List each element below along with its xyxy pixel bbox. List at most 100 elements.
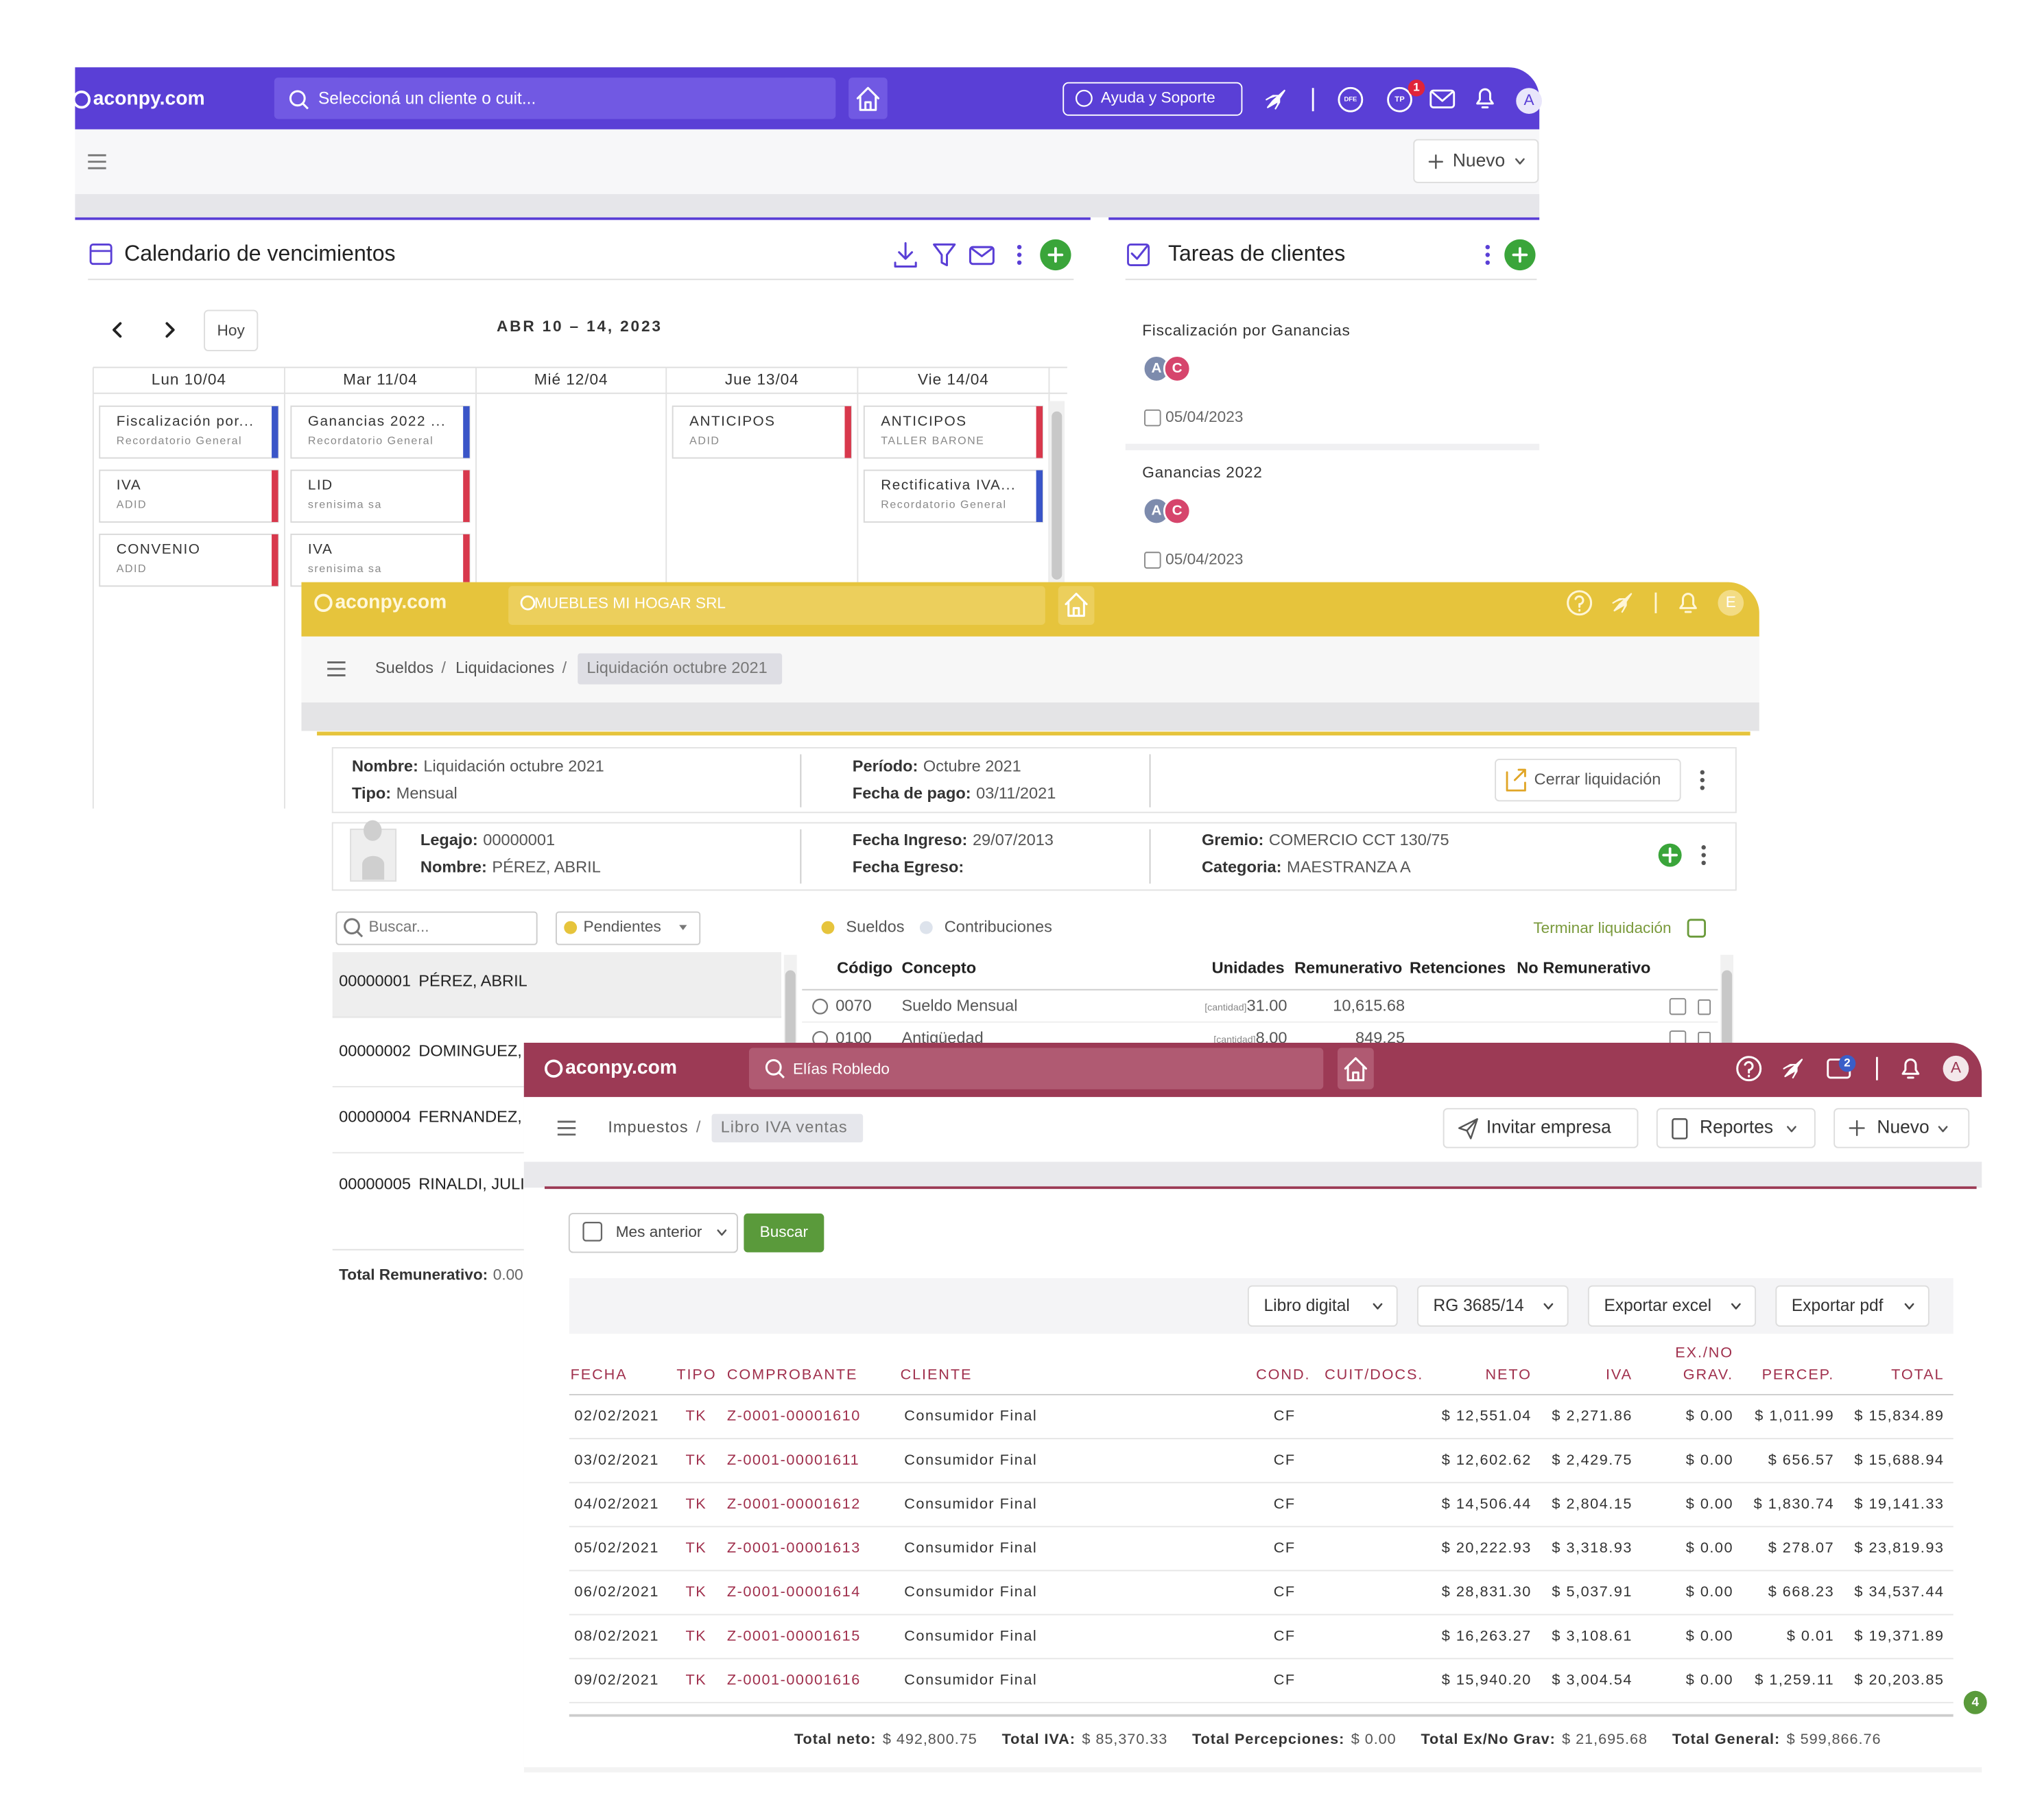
employee-name[interactable]: RINALDI, JULI — [418, 1175, 525, 1193]
event-card[interactable] — [290, 405, 471, 459]
total-label: Total IVA: — [1002, 1730, 1076, 1747]
tool-label[interactable]: Exportar pdf — [1792, 1297, 1884, 1315]
tool-button[interactable] — [1775, 1285, 1930, 1327]
filter-icon[interactable] — [933, 243, 956, 267]
event-card[interactable] — [863, 405, 1043, 459]
close-label[interactable]: Cerrar liquidación — [1534, 770, 1661, 788]
table-cell[interactable]: Z-0001-00001611 — [727, 1451, 859, 1468]
employee-name[interactable]: PÉREZ, ABRIL — [418, 972, 527, 990]
table-cell[interactable]: Z-0001-00001610 — [727, 1407, 861, 1424]
search-box[interactable] — [274, 78, 836, 119]
today-button[interactable] — [204, 309, 259, 352]
help-button[interactable] — [1063, 82, 1243, 116]
selected-row — [332, 952, 782, 1019]
action-label[interactable]: Nuevo — [1877, 1116, 1929, 1137]
client-box[interactable] — [508, 586, 1045, 625]
home-button[interactable] — [1058, 586, 1095, 625]
table-cell[interactable]: Z-0001-00001616 — [727, 1670, 861, 1688]
avatar[interactable] — [1943, 1055, 1969, 1082]
tool-label[interactable]: RG 3685/14 — [1434, 1297, 1524, 1315]
period-select[interactable] — [568, 1212, 738, 1253]
event-card[interactable] — [99, 405, 279, 459]
filter-select[interactable] — [556, 911, 701, 945]
edit-icon[interactable] — [1669, 997, 1687, 1015]
calendar-icon — [582, 1221, 603, 1242]
event-card[interactable] — [99, 469, 279, 523]
field-value: 0.00 — [493, 1266, 523, 1283]
more-icon — [1700, 777, 1705, 783]
action-button[interactable] — [1656, 1108, 1816, 1148]
rocket-icon[interactable] — [1612, 593, 1633, 613]
breadcrumb-item[interactable]: Impuestos — [608, 1118, 688, 1136]
breadcrumb-item[interactable]: Sueldos — [375, 659, 434, 676]
tp-icon[interactable] — [1387, 86, 1412, 113]
close-button[interactable] — [1495, 759, 1681, 802]
dfe-icon[interactable] — [1338, 86, 1364, 113]
search-button[interactable] — [744, 1213, 824, 1253]
home-button[interactable] — [848, 78, 888, 119]
mail-icon[interactable] — [969, 246, 995, 265]
home-button[interactable] — [1338, 1048, 1374, 1089]
finish-label[interactable]: Terminar liquidación — [1533, 919, 1671, 936]
filter-label[interactable]: Pendientes — [584, 918, 661, 935]
employee-name[interactable]: FERNANDEZ, — [418, 1108, 522, 1126]
help-icon[interactable] — [1567, 590, 1593, 616]
table-cell[interactable]: Z-0001-00001614 — [727, 1583, 861, 1600]
bell-icon[interactable] — [1901, 1059, 1920, 1079]
today-label[interactable]: Hoy — [217, 322, 246, 339]
avatar[interactable] — [1516, 88, 1542, 114]
table-cell[interactable]: Z-0001-00001615 — [727, 1627, 861, 1644]
action-button[interactable] — [1443, 1108, 1639, 1148]
employee-id[interactable]: 00000004 — [339, 1108, 411, 1126]
rocket-icon[interactable] — [1266, 89, 1285, 110]
finish-checkbox[interactable] — [1687, 919, 1706, 938]
bell-icon[interactable] — [1679, 593, 1697, 613]
employee-id[interactable]: 00000002 — [339, 1041, 411, 1059]
action-button[interactable] — [1833, 1108, 1970, 1148]
legend-dot — [919, 921, 933, 934]
event-subtitle: ADID — [689, 434, 720, 447]
search-box[interactable] — [335, 911, 538, 945]
help-label[interactable]: Ayuda y Soporte — [1101, 88, 1215, 106]
mail-icon[interactable] — [1429, 89, 1456, 108]
download-icon[interactable] — [894, 242, 917, 268]
table-cell[interactable]: Z-0001-00001613 — [727, 1539, 861, 1556]
employee-id[interactable]: 00000005 — [339, 1175, 411, 1193]
help-icon[interactable] — [1736, 1056, 1762, 1082]
next-button[interactable] — [165, 322, 175, 338]
event-card[interactable] — [863, 469, 1043, 523]
avatar[interactable] — [1718, 589, 1744, 616]
event-card[interactable] — [672, 405, 852, 459]
delete-icon[interactable] — [1698, 999, 1711, 1015]
tool-label[interactable]: Exportar excel — [1604, 1297, 1711, 1315]
employee-id[interactable]: 00000001 — [339, 972, 411, 990]
tool-button[interactable] — [1247, 1285, 1398, 1327]
period-label[interactable]: Mes anterior — [616, 1223, 702, 1240]
tool-button[interactable] — [1587, 1285, 1757, 1327]
action-label[interactable]: Reportes — [1700, 1116, 1773, 1137]
home-icon[interactable] — [1344, 1057, 1368, 1082]
home-icon[interactable] — [1065, 593, 1088, 617]
action-label[interactable]: Invitar empresa — [1486, 1116, 1611, 1137]
table-cell: $ 1,259.11 — [1755, 1670, 1834, 1688]
rocket-icon[interactable] — [1783, 1059, 1803, 1079]
table-cell[interactable]: Z-0001-00001612 — [727, 1495, 861, 1512]
search-box[interactable] — [748, 1048, 1324, 1089]
event-color — [463, 406, 470, 458]
total-label: Total Percepciones: — [1192, 1730, 1344, 1747]
breadcrumb-item[interactable]: Liquidaciones — [455, 659, 554, 676]
home-icon[interactable] — [856, 86, 880, 111]
new-button[interactable] — [1413, 139, 1539, 183]
prev-button[interactable] — [112, 322, 122, 338]
table-cell: CF — [1274, 1451, 1296, 1468]
new-button-label[interactable]: Nuevo — [1453, 150, 1505, 171]
tool-button[interactable] — [1416, 1285, 1569, 1327]
event-card[interactable] — [290, 533, 471, 587]
date-icon — [1144, 552, 1161, 569]
event-color — [272, 406, 278, 458]
table-cell: TK — [686, 1407, 707, 1424]
search-button-label[interactable]: Buscar — [760, 1223, 809, 1240]
event-card[interactable] — [290, 469, 471, 523]
bell-icon[interactable] — [1476, 88, 1494, 109]
tool-label[interactable]: Libro digital — [1264, 1297, 1350, 1315]
